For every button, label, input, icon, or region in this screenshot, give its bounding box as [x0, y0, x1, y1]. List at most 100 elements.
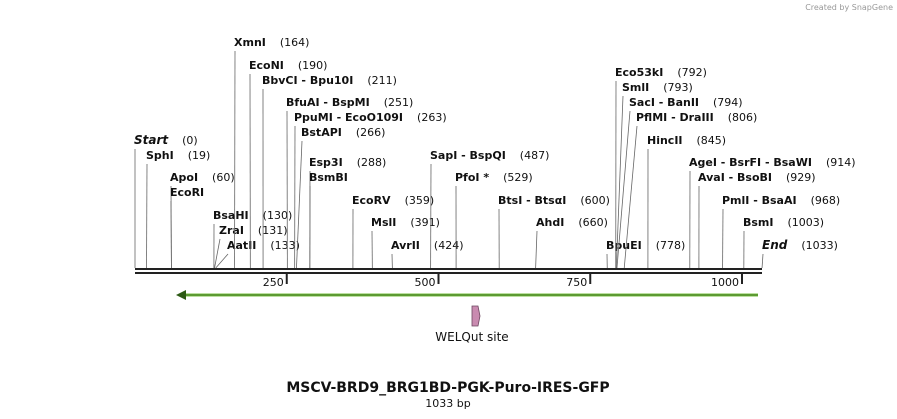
enzyme-label: EcoRI: [170, 186, 204, 199]
title: MSCV-BRD9_BRG1BD-PGK-Puro-IRES-GFP: [286, 380, 609, 396]
enzyme-name: PfoI *: [455, 171, 489, 184]
enzyme-site: (164): [280, 36, 310, 49]
enzyme-site: (19): [188, 149, 211, 162]
enzyme-label: AatII (133): [227, 239, 300, 252]
enzyme-label: AvaI - BsoBI (929): [698, 171, 816, 184]
ruler-label: 1000: [711, 276, 739, 289]
enzyme-name: AvrII: [391, 239, 420, 252]
enzyme-site: (266): [356, 126, 386, 139]
enzyme-label: AvrII (424): [391, 239, 464, 252]
enzyme-label: BbvCI - Bpu10I (211): [262, 74, 397, 87]
enzyme-site: (1033): [801, 239, 838, 252]
enzyme-label: PpuMI - EcoO109I (263): [294, 111, 447, 124]
enzyme-label: SmlI (793): [622, 81, 693, 94]
enzyme-name: PflMI - DraIII: [636, 111, 714, 124]
site-line: [296, 140, 303, 269]
enzyme-site: (263): [417, 111, 447, 124]
enzyme-label: PmlI - BsaAI (968): [722, 194, 840, 207]
enzyme-name: ZraI: [219, 224, 244, 237]
enzyme-site: (251): [384, 96, 414, 109]
enzyme-site: (359): [405, 194, 435, 207]
enzyme-label: Start (0): [134, 133, 198, 147]
enzyme-label: HincII (845): [647, 134, 726, 147]
enzyme-label: SacI - BanII (794): [629, 96, 743, 109]
enzyme-name: XmnI: [234, 36, 266, 49]
enzyme-name: AatII: [227, 239, 256, 252]
enzyme-label: BsmI (1003): [743, 216, 824, 229]
enzyme-site: (845): [697, 134, 727, 147]
enzyme-label: BpuEI (778): [606, 239, 685, 252]
site-line: [623, 125, 638, 269]
enzyme-name: AhdI: [536, 216, 564, 229]
enzyme-site: (424): [434, 239, 464, 252]
enzyme-site: (529): [503, 171, 533, 184]
enzyme-name: BfuAI - BspMI: [286, 96, 370, 109]
enzyme-name: BpuEI: [606, 239, 642, 252]
enzyme-name: SacI - BanII: [629, 96, 699, 109]
enzyme-name: SphI: [146, 149, 174, 162]
enzyme-label: EcoRV (359): [352, 194, 434, 207]
enzyme-site: (60): [212, 171, 235, 184]
enzyme-site: (0): [182, 134, 198, 147]
enzyme-name: Esp3I: [309, 156, 343, 169]
enzyme-site: (391): [410, 216, 440, 229]
enzyme-name: BsaHI: [213, 209, 249, 222]
enzyme-name: Eco53kI: [615, 66, 663, 79]
enzyme-site: (806): [728, 111, 758, 124]
site-line: [616, 110, 631, 269]
ruler-label: 750: [566, 276, 587, 289]
enzyme-site: (793): [663, 81, 693, 94]
enzyme-site: (794): [713, 96, 743, 109]
enzyme-label: MslI (391): [371, 216, 440, 229]
enzyme-name: PpuMI - EcoO109I: [294, 111, 403, 124]
enzyme-label: ApoI (60): [170, 171, 235, 184]
enzyme-label: EcoNI (190): [249, 59, 327, 72]
watermark: Created by SnapGene: [805, 3, 893, 12]
enzyme-name: EcoRV: [352, 194, 391, 207]
enzyme-name: SapI - BspQI: [430, 149, 506, 162]
enzyme-site: (792): [677, 66, 707, 79]
enzyme-label: AgeI - BsrFI - BsaWI (914): [689, 156, 856, 169]
length: 1033 bp: [425, 397, 470, 410]
site-line: [215, 253, 229, 269]
feature-arrow-head: [176, 290, 186, 300]
enzyme-label: Esp3I (288): [309, 156, 386, 169]
enzyme-name: EcoNI: [249, 59, 284, 72]
enzyme-name: MslI: [371, 216, 396, 229]
ruler-label: 250: [263, 276, 284, 289]
enzyme-name: BtsI - BtsαI: [498, 194, 566, 207]
enzyme-name: BbvCI - Bpu10I: [262, 74, 353, 87]
enzyme-site: (130): [263, 209, 293, 222]
enzyme-site: (660): [578, 216, 608, 229]
site-line: [214, 238, 221, 269]
enzyme-name: Start: [134, 133, 169, 147]
enzyme-site: (1003): [788, 216, 825, 229]
enzyme-label: XmnI (164): [234, 36, 309, 49]
backbone-bottom: [135, 272, 762, 274]
backbone-top: [135, 268, 762, 270]
enzyme-site: (929): [786, 171, 816, 184]
enzyme-name: AgeI - BsrFI - BsaWI: [689, 156, 812, 169]
site-line: [761, 253, 764, 269]
enzyme-label: SphI (19): [146, 149, 210, 162]
enzyme-label: BsmBI: [309, 171, 348, 184]
enzyme-name: BstAPI: [301, 126, 342, 139]
enzyme-name: End: [762, 238, 788, 252]
enzyme-name: SmlI: [622, 81, 649, 94]
enzyme-name: PmlI - BsaAI: [722, 194, 797, 207]
enzyme-site: (211): [367, 74, 397, 87]
enzyme-name: ApoI: [170, 171, 198, 184]
ruler-label: 500: [415, 276, 436, 289]
enzyme-label: End (1033): [762, 238, 838, 252]
enzyme-label: PflMI - DraIII (806): [636, 111, 757, 124]
enzyme-site: (914): [826, 156, 856, 169]
enzyme-site: (131): [258, 224, 288, 237]
enzyme-label: SapI - BspQI (487): [430, 149, 549, 162]
feature-marker: [471, 305, 481, 327]
enzyme-label: AhdI (660): [536, 216, 608, 229]
enzyme-site: (778): [656, 239, 686, 252]
enzyme-name: EcoRI: [170, 186, 204, 199]
enzyme-label: PfoI * (529): [455, 171, 533, 184]
enzyme-name: AvaI - BsoBI: [698, 171, 772, 184]
